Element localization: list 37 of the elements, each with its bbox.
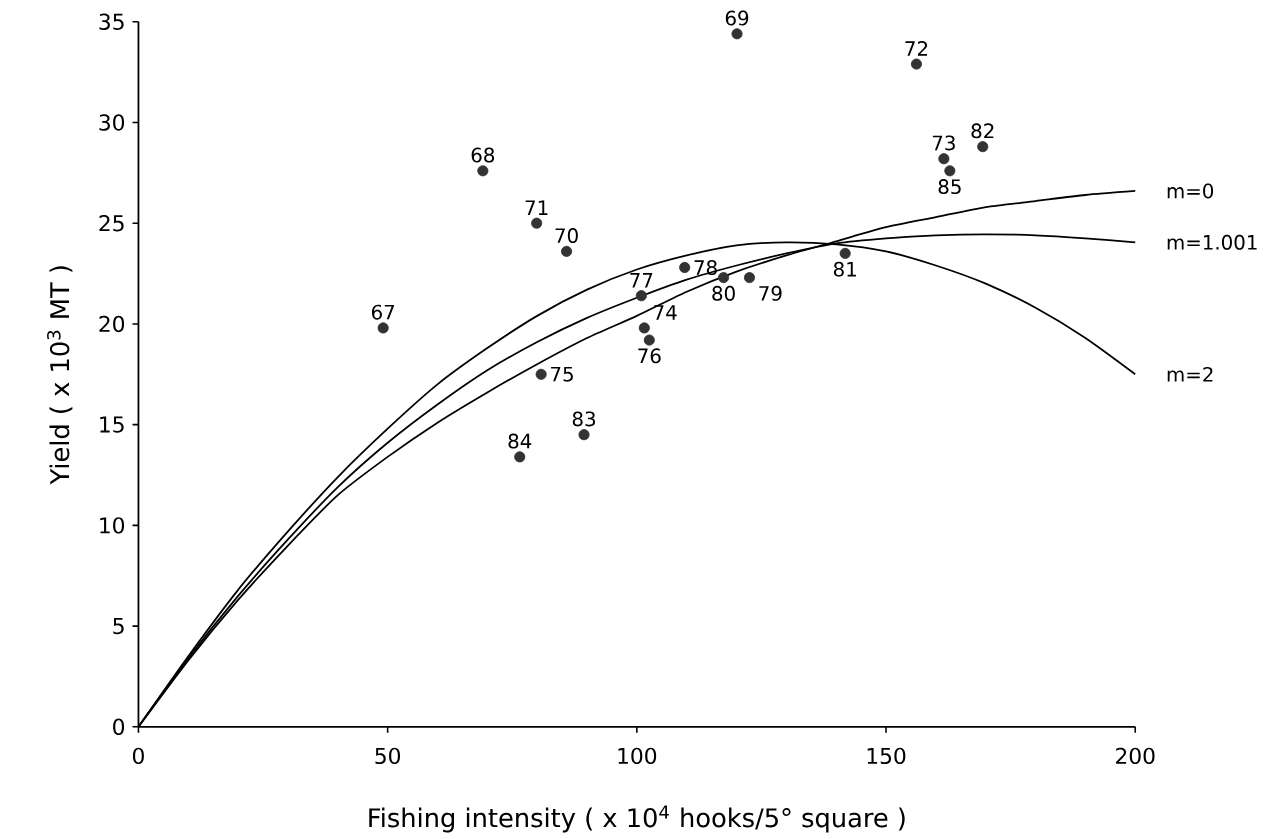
- annotation: 70: [555, 228, 578, 244]
- annotation: 77: [630, 272, 653, 288]
- x-tick-label: 200: [1116, 747, 1155, 765]
- annotation: 73: [932, 135, 955, 151]
- annotation: 75: [551, 366, 573, 382]
- annotation: 76: [638, 348, 661, 364]
- annotation: 67: [371, 304, 395, 320]
- annotation: 83: [572, 411, 596, 427]
- annotation: 84: [508, 433, 532, 449]
- x-tick-label: 50: [375, 747, 401, 765]
- x-tick-label: 150: [867, 747, 906, 765]
- y-tick-label: 25: [99, 214, 124, 232]
- series-label: m=0: [1167, 183, 1214, 199]
- series-label: m=1.001: [1167, 234, 1257, 250]
- annotation: 80: [712, 285, 735, 301]
- y-tick-label: 35: [99, 13, 124, 30]
- annotation: 78: [694, 260, 717, 275]
- annotation: 72: [905, 41, 928, 56]
- annotation: 79: [759, 285, 782, 301]
- annotation: 71: [525, 200, 548, 215]
- y-tick-label: 15: [100, 416, 124, 433]
- annotation: 82: [971, 123, 994, 139]
- x-tick-label: 0: [132, 747, 144, 765]
- annotation: 81: [833, 261, 856, 277]
- annotation: 69: [725, 10, 749, 26]
- y-tick-label: 10: [100, 517, 125, 534]
- y-tick-label: 30: [99, 114, 125, 131]
- y-axis-title: Yield ( x 10$^{3}$ MT ): [47, 266, 73, 485]
- series-label: m=2: [1167, 366, 1213, 382]
- annotation: 68: [471, 147, 495, 163]
- x-axis-title: Fishing intensity ( x 10$^{4}$ hooks/5° square ): [369, 805, 905, 833]
- y-tick-label: 5: [113, 618, 124, 635]
- y-tick-label: 20: [99, 315, 125, 333]
- annotation: 74: [654, 305, 677, 320]
- annotation: 85: [938, 179, 961, 195]
- x-tick-label: 100: [618, 747, 657, 765]
- y-tick-label: 0: [113, 718, 125, 736]
